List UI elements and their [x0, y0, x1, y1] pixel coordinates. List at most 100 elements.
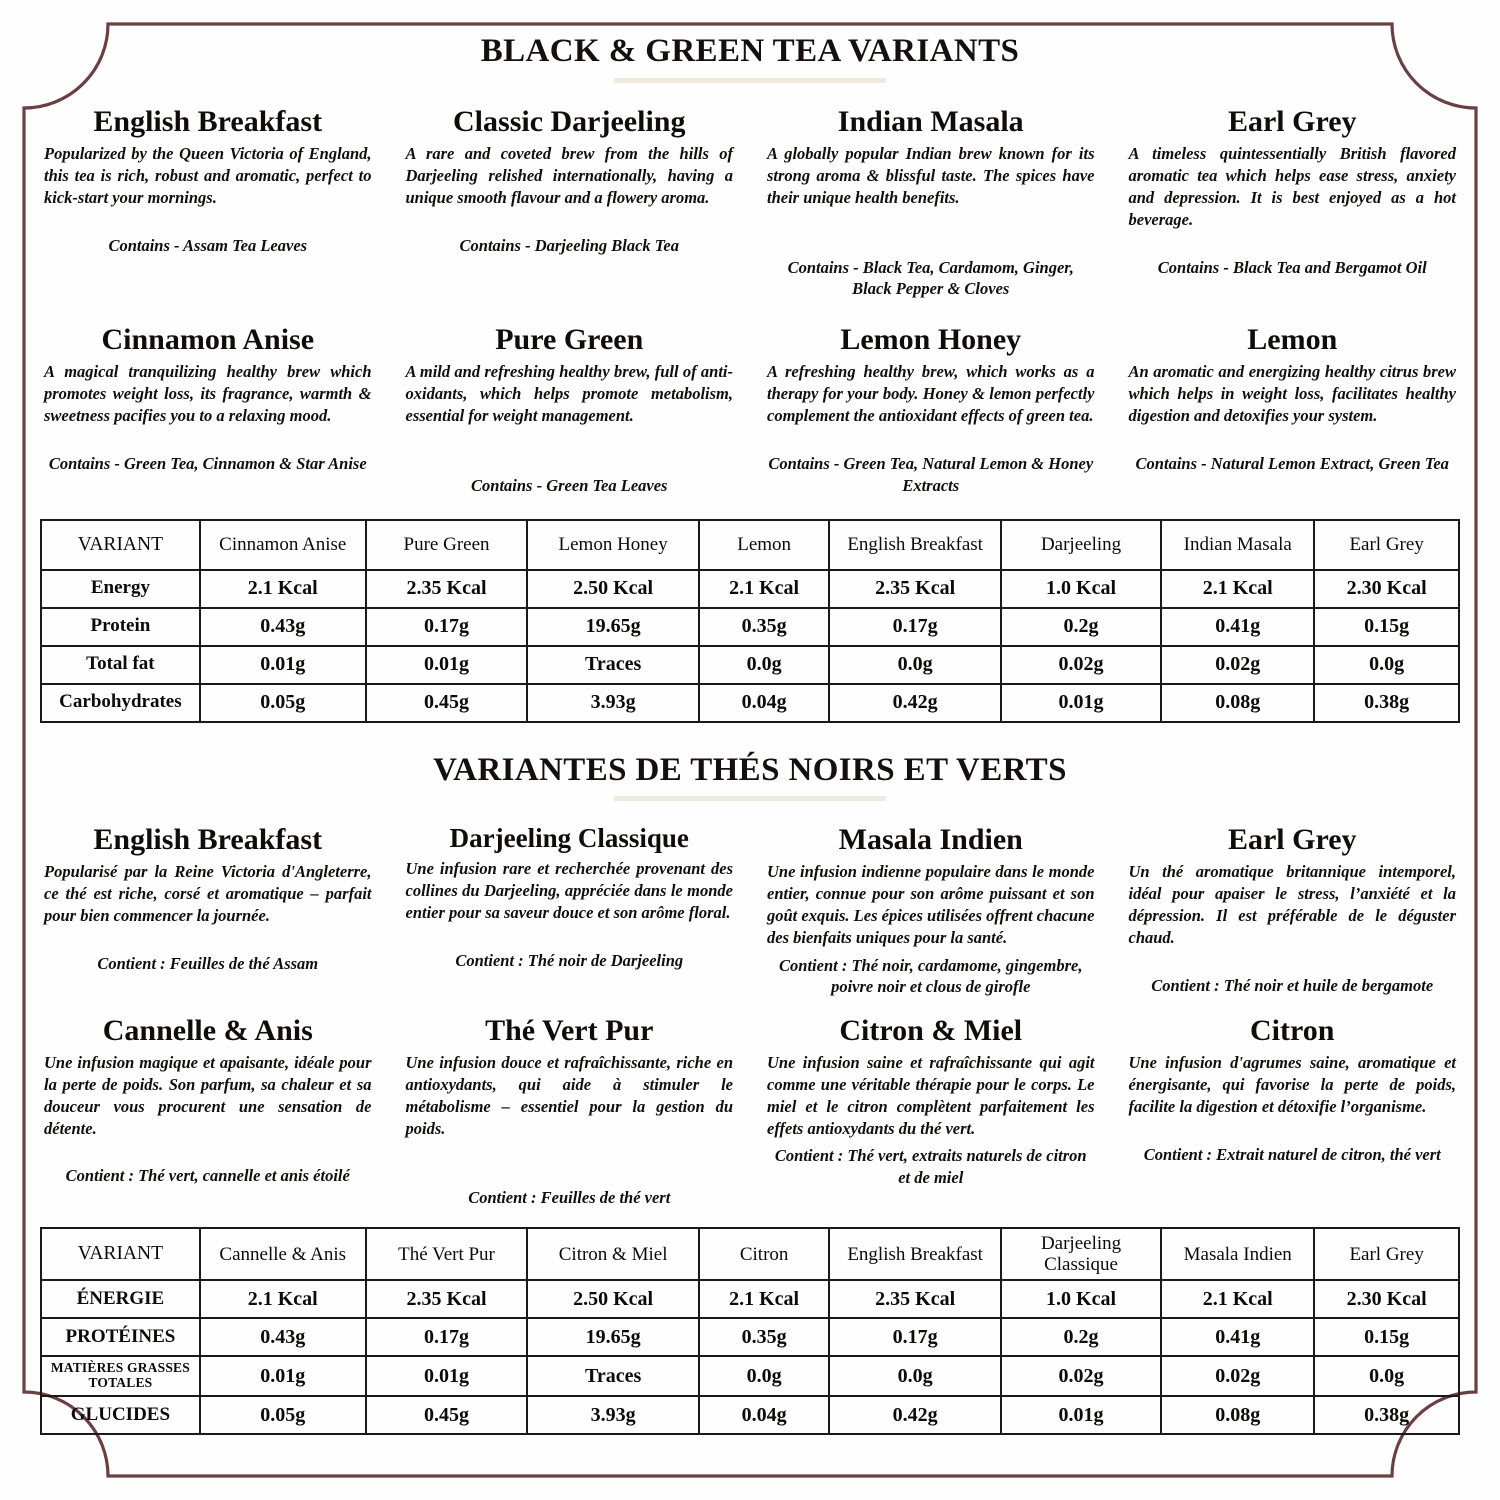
title-underline-rule [614, 796, 886, 802]
table-cell: 0.0g [828, 644, 1002, 685]
table-cell: 0.42g [828, 682, 1002, 723]
tea-card-masala-indien: Masala Indien Une infusion indienne popu… [763, 823, 1099, 997]
tea-card-description: Une infusion indienne populaire dans le … [767, 862, 1095, 948]
table-row-label: PROTÉINES [40, 1317, 201, 1358]
tea-card-description: An aromatic and energizing healthy citru… [1128, 362, 1457, 426]
tea-card-title: Cannelle & Anis [102, 1013, 313, 1047]
tea-card-title: Darjeeling Classique [449, 823, 689, 854]
tea-card-cinnamon-anise: Cinnamon Anise A magical tranquilizing h… [40, 323, 376, 496]
page-content: BLACK & GREEN TEA VARIANTS English Break… [40, 34, 1460, 1466]
tea-card-citron-miel: Citron & Miel Une infusion saine et rafr… [763, 1014, 1099, 1209]
tea-card-contains: Contains - Green Tea, Natural Lemon & Ho… [768, 454, 1094, 495]
table-cell: 3.93g [526, 1395, 700, 1436]
table-cell: 0.35g [697, 606, 831, 647]
tea-card-description: Popularisé par la Reine Victoria d'Angle… [44, 862, 372, 926]
tea-card-contains: Contient : Feuilles de thé Assam [97, 954, 319, 974]
section-heading-french: VARIANTES DE THÉS NOIRS ET VERTS [40, 751, 1460, 802]
table-cell: 0.01g [999, 1395, 1163, 1436]
tea-card-description: A magical tranquilizing healthy brew whi… [44, 362, 372, 426]
table-cell: 2.1 Kcal [198, 568, 367, 609]
tea-card-contains: Contient : Thé vert, cannelle et anis ét… [65, 1166, 350, 1186]
table-cell: 2.30 Kcal [1313, 1279, 1460, 1320]
table-row-label: ÉNERGIE [40, 1279, 201, 1320]
table-cell: 2.30 Kcal [1313, 568, 1460, 609]
tea-card-citron: Citron Une infusion d'agrumes saine, aro… [1125, 1014, 1461, 1209]
tea-card-contains: Contains - Darjeeling Black Tea [459, 235, 679, 255]
table-cell: 0.08g [1160, 682, 1316, 723]
table-cell: 0.17g [828, 1317, 1002, 1358]
table-cell: 0.0g [1313, 1355, 1460, 1398]
tea-card-contains: Contient : Thé noir de Darjeeling [455, 950, 684, 970]
tea-card-title: Masala Indien [838, 823, 1023, 857]
tea-grid-english-row2: Cinnamon Anise A magical tranquilizing h… [40, 323, 1460, 496]
table-cell: 0.42g [828, 1395, 1002, 1436]
table-row-label: GLUCIDES [40, 1395, 201, 1436]
tea-card-title: Lemon Honey [840, 323, 1022, 357]
tea-card-title: Cinnamon Anise [101, 323, 315, 357]
table-cell: 0.41g [1160, 1317, 1316, 1358]
tea-card-contains: Contient : Thé vert, extraits naturels d… [774, 1146, 1087, 1187]
table-row: GLUCIDES 0.05g 0.45g 3.93g 0.04g 0.42g 0… [40, 1395, 1460, 1436]
title-underline-rule [614, 77, 886, 83]
table-cell: 2.35 Kcal [828, 568, 1002, 609]
table-cell: 0.2g [999, 606, 1163, 647]
table-row-label: Total fat [40, 644, 201, 685]
tea-card-description: A timeless quintessentially British flav… [1128, 143, 1457, 229]
tea-card-the-vert-pur: Thé Vert Pur Une infusion douce et rafra… [402, 1014, 738, 1209]
tea-card-title: Earl Grey [1227, 823, 1357, 857]
table-row-label: Carbohydrates [40, 682, 201, 723]
table-row-label: MATIÈRES GRASSES TOTALES [40, 1355, 201, 1398]
table-column-header: Darjeeling [999, 518, 1163, 571]
tea-card-title: Classic Darjeeling [453, 104, 686, 138]
table-cell: 2.1 Kcal [697, 568, 831, 609]
tea-card-lemon: Lemon An aromatic and energizing healthy… [1125, 323, 1461, 496]
table-column-header: Earl Grey [1313, 518, 1460, 571]
table-cell: 2.50 Kcal [526, 568, 700, 609]
table-cell: 0.0g [697, 644, 831, 685]
tea-card-contains: Contient : Feuilles de thé vert [468, 1188, 671, 1208]
tea-card-description: Une infusion douce et rafraîchissante, r… [405, 1052, 734, 1138]
table-cell: 0.01g [364, 1355, 529, 1398]
table-corner-label: VARIANT [40, 1226, 201, 1282]
table-row: Carbohydrates 0.05g 0.45g 3.93g 0.04g 0.… [40, 682, 1460, 723]
table-cell: 0.02g [1160, 1355, 1316, 1398]
table-cell: 0.15g [1313, 1317, 1460, 1358]
table-row: Protein 0.43g 0.17g 19.65g 0.35g 0.17g 0… [40, 606, 1460, 647]
table-column-header: Citron & Miel [526, 1226, 700, 1282]
table-column-header: Pure Green [364, 518, 529, 571]
nutrition-table-english: VARIANT Cinnamon Anise Pure Green Lemon … [40, 518, 1460, 723]
tea-card-description: A refreshing healthy brew, which works a… [767, 362, 1095, 426]
tea-card-title: Citron [1250, 1013, 1335, 1047]
tea-card-darjeeling-classique: Darjeeling Classique Une infusion rare e… [402, 823, 738, 997]
tea-card-description: Une infusion d'agrumes saine, aromatique… [1128, 1052, 1457, 1116]
nutrition-table-french: VARIANT Cannelle & Anis Thé Vert Pur Cit… [40, 1226, 1460, 1436]
table-corner-label: VARIANT [40, 518, 201, 571]
table-cell: 0.05g [198, 1395, 367, 1436]
table-cell: 0.38g [1313, 682, 1460, 723]
section-title-text: VARIANTES DE THÉS NOIRS ET VERTS [433, 751, 1067, 788]
section-english: BLACK & GREEN TEA VARIANTS English Break… [40, 34, 1460, 723]
tea-card-title: Thé Vert Pur [485, 1013, 654, 1047]
section-french: VARIANTES DE THÉS NOIRS ET VERTS English… [40, 751, 1460, 1436]
table-cell: 0.05g [198, 682, 367, 723]
tea-card-description: Une infusion magique et apaisante, idéal… [44, 1052, 372, 1138]
table-column-header: Masala Indien [1160, 1226, 1316, 1282]
table-cell: 0.43g [198, 606, 367, 647]
table-cell: 0.45g [364, 1395, 529, 1436]
tea-card-contains: Contains - Green Tea, Cinnamon & Star An… [48, 454, 367, 474]
tea-grid-french-row2: Cannelle & Anis Une infusion magique et … [40, 1014, 1460, 1209]
table-cell: 0.01g [198, 644, 367, 685]
table-cell: 0.02g [999, 1355, 1163, 1398]
table-row-label: Protein [40, 606, 201, 647]
table-row: Energy 2.1 Kcal 2.35 Kcal 2.50 Kcal 2.1 … [40, 568, 1460, 609]
table-cell: 0.2g [999, 1317, 1163, 1358]
tea-card-pure-green: Pure Green A mild and refreshing healthy… [402, 323, 738, 496]
table-column-header: Earl Grey [1313, 1226, 1460, 1282]
table-cell: 0.35g [697, 1317, 831, 1358]
table-cell: 0.17g [364, 1317, 529, 1358]
table-cell: 2.35 Kcal [364, 1279, 529, 1320]
tea-card-cannelle-anis: Cannelle & Anis Une infusion magique et … [40, 1014, 376, 1209]
table-row: ÉNERGIE 2.1 Kcal 2.35 Kcal 2.50 Kcal 2.1… [40, 1279, 1460, 1320]
table-cell: 0.0g [828, 1355, 1002, 1398]
